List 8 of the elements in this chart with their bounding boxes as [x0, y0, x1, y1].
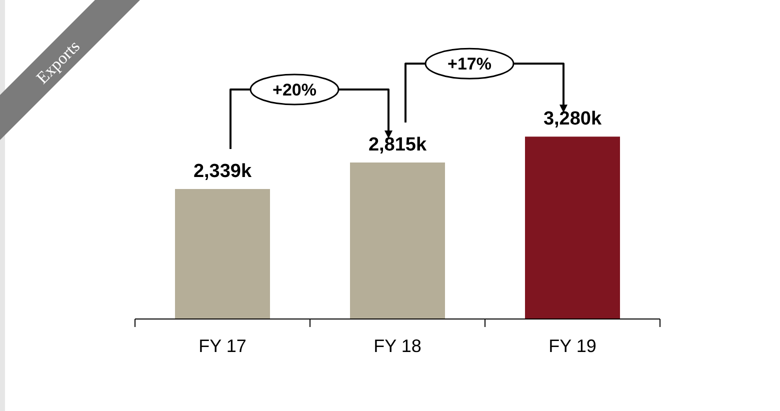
x-tick-label: FY 19 [548, 336, 596, 356]
data-label: 3,280k [543, 108, 602, 130]
data-label: 2,815k [368, 134, 427, 156]
text: +17% [448, 54, 492, 74]
x-tick-label: FY 17 [198, 336, 246, 356]
text: +20% [272, 80, 316, 100]
data-label: 2,339k [193, 160, 252, 182]
x-tick-label: FY 18 [374, 336, 422, 356]
